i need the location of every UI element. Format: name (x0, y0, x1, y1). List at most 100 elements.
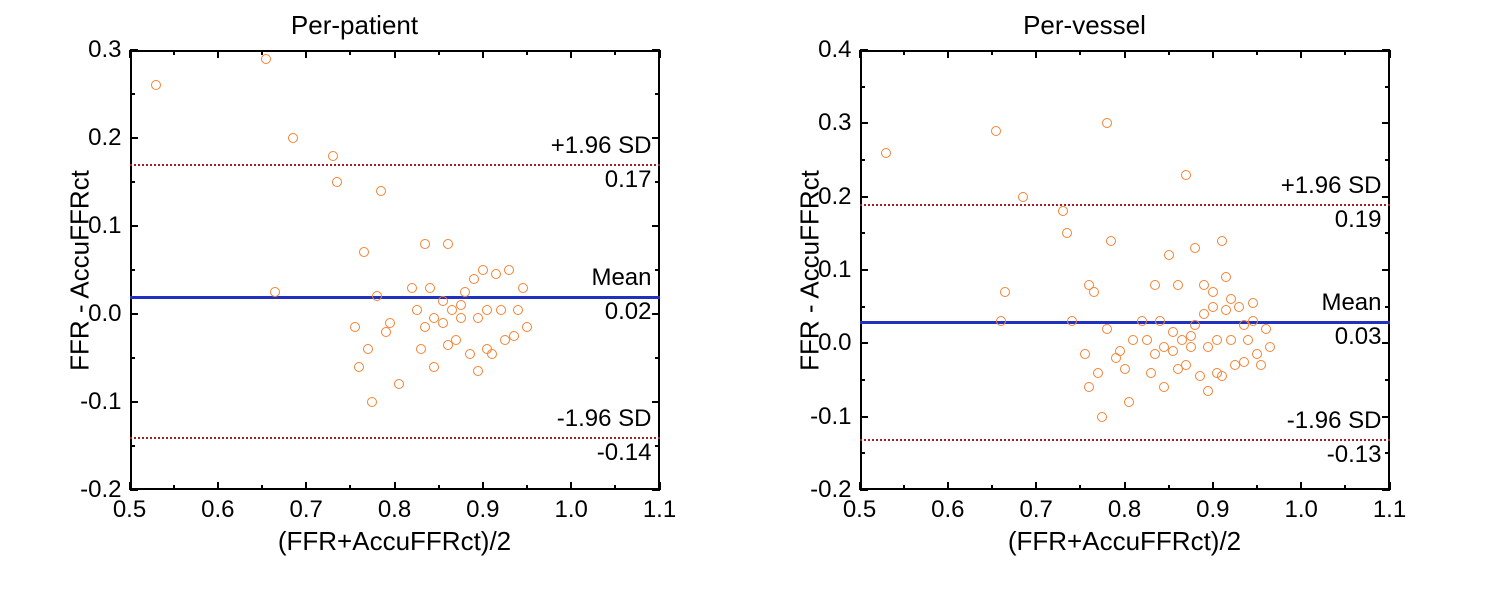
data-point (376, 186, 386, 196)
data-point (1234, 302, 1244, 312)
y-tick (860, 416, 868, 418)
panel-per-patient: Per-patient 0.50.60.70.80.91.01.1-0.2-0.… (20, 10, 750, 580)
data-point (1168, 346, 1178, 356)
x-tick (659, 50, 661, 58)
y-minor-tick (1385, 452, 1390, 454)
y-tick (130, 49, 138, 51)
x-minor-tick (614, 485, 616, 490)
x-tick (1300, 482, 1302, 490)
data-point (1120, 364, 1130, 374)
x-tick (305, 482, 307, 490)
y-tick-label: -0.2 (800, 476, 852, 504)
x-tick (305, 50, 307, 58)
x-tick-label: 1.1 (643, 496, 676, 524)
panel-per-vessel: Per-vessel 0.50.60.70.80.91.01.1-0.2-0.1… (750, 10, 1480, 580)
y-tick (652, 137, 660, 139)
x-tick-label: 1.0 (1284, 496, 1317, 524)
y-minor-tick (860, 86, 865, 88)
data-point (1186, 331, 1196, 341)
y-tick (130, 225, 138, 227)
data-point (1217, 371, 1227, 381)
data-point (487, 349, 497, 359)
y-minor-tick (655, 93, 660, 95)
x-minor-tick (1344, 485, 1346, 490)
data-point (328, 151, 338, 161)
data-point (456, 300, 466, 310)
x-tick-label: 0.8 (378, 496, 411, 524)
x-tick-label: 0.7 (289, 496, 322, 524)
data-point (420, 239, 430, 249)
data-point (518, 283, 528, 293)
data-point (1093, 368, 1103, 378)
y-tick (652, 313, 660, 315)
y-minor-tick (1385, 86, 1390, 88)
y-tick (1382, 196, 1390, 198)
data-point (1181, 170, 1191, 180)
x-minor-tick (261, 485, 263, 490)
data-point (407, 283, 417, 293)
data-point (385, 318, 395, 328)
y-tick (1382, 122, 1390, 124)
x-minor-tick (1256, 485, 1258, 490)
upper-sd-value: 0.17 (605, 166, 652, 194)
y-tick (1382, 49, 1390, 51)
y-tick (652, 225, 660, 227)
data-point (443, 239, 453, 249)
data-point (1248, 316, 1258, 326)
y-minor-tick (860, 452, 865, 454)
data-point (1102, 324, 1112, 334)
data-point (478, 265, 488, 275)
data-point (465, 349, 475, 359)
y-tick (130, 401, 138, 403)
x-tick (947, 50, 949, 58)
y-minor-tick (130, 181, 135, 183)
y-minor-tick (655, 181, 660, 183)
y-tick (652, 401, 660, 403)
y-minor-tick (860, 379, 865, 381)
y-tick (1382, 269, 1390, 271)
y-tick (860, 122, 868, 124)
data-point (412, 305, 422, 315)
x-tick (1035, 50, 1037, 58)
y-minor-tick (130, 357, 135, 359)
data-point (1212, 335, 1222, 345)
data-point (1142, 335, 1152, 345)
x-minor-tick (526, 50, 528, 55)
x-minor-tick (1168, 485, 1170, 490)
x-minor-tick (903, 485, 905, 490)
data-point (1217, 236, 1227, 246)
data-point (438, 296, 448, 306)
x-minor-tick (438, 50, 440, 55)
lower-sd-label: -1.96 SD (1287, 407, 1382, 435)
data-point (1128, 335, 1138, 345)
x-tick (1212, 482, 1214, 490)
x-tick-label: 0.9 (1196, 496, 1229, 524)
x-tick (1035, 482, 1037, 490)
x-tick (394, 50, 396, 58)
x-tick (1124, 50, 1126, 58)
y-minor-tick (860, 306, 865, 308)
y-tick (860, 269, 868, 271)
x-minor-tick (526, 485, 528, 490)
y-tick-label: -0.2 (70, 476, 122, 504)
mean-line (860, 321, 1390, 324)
x-tick-label: 0.8 (1108, 496, 1141, 524)
x-minor-tick (173, 50, 175, 55)
y-minor-tick (130, 269, 135, 271)
lower-sd-value: -0.13 (1327, 441, 1382, 469)
data-point (354, 362, 364, 372)
data-point (359, 247, 369, 257)
lower-sd-line (860, 439, 1390, 441)
mean-line (130, 296, 660, 299)
x-tick (482, 482, 484, 490)
x-minor-tick (614, 50, 616, 55)
data-point (1146, 368, 1156, 378)
y-tick-label: 0.3 (800, 109, 852, 137)
y-tick (1382, 489, 1390, 491)
data-point (881, 148, 891, 158)
data-point (1248, 298, 1258, 308)
data-point (496, 305, 506, 315)
data-point (1199, 309, 1209, 319)
data-point (482, 305, 492, 315)
y-minor-tick (860, 159, 865, 161)
